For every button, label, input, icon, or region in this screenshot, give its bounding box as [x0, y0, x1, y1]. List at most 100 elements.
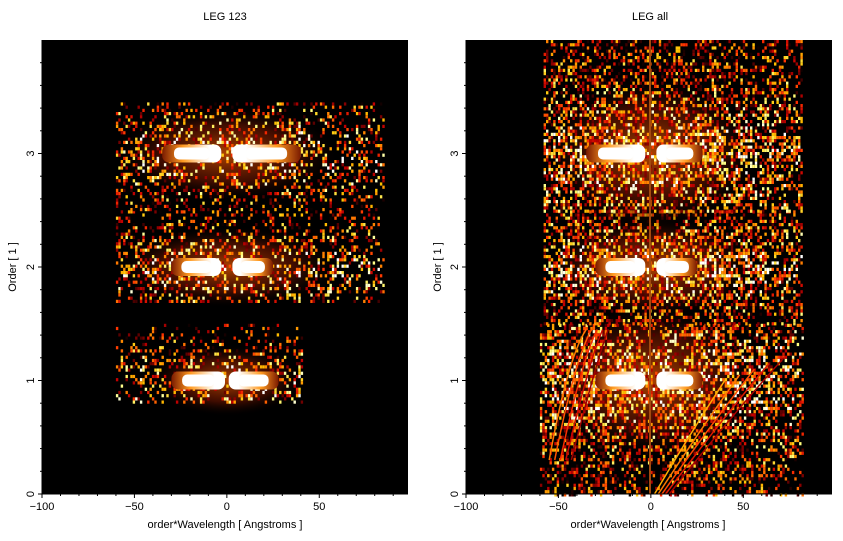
heat-cell — [655, 403, 658, 407]
heat-cell — [631, 442, 634, 446]
heat-cell — [363, 185, 366, 189]
heat-cell — [139, 293, 143, 297]
heat-cell — [115, 248, 119, 252]
heat-cell — [226, 102, 229, 106]
heat-cell — [365, 201, 368, 205]
heat-cell — [611, 406, 615, 411]
heat-cell — [327, 287, 330, 291]
heat-cell — [132, 121, 136, 125]
heat-cell — [787, 438, 790, 443]
heat-cell — [264, 121, 268, 125]
heat-cell — [626, 454, 629, 459]
heat-cell — [173, 248, 176, 252]
heat-cell — [137, 274, 140, 278]
heat-cell — [755, 330, 759, 334]
heat-cell — [748, 413, 752, 417]
heat-cell — [686, 426, 689, 430]
heat-cell — [592, 387, 596, 391]
heat-cell — [683, 362, 687, 366]
heat-cell — [255, 394, 258, 398]
heat-cell — [336, 140, 340, 144]
heat-cell — [604, 355, 608, 359]
heat-cell — [159, 239, 162, 243]
heat-cell — [142, 271, 145, 275]
heat-cell — [120, 349, 124, 353]
heat-cell — [216, 108, 220, 112]
heat-cell — [295, 394, 299, 398]
heat-cell — [707, 394, 711, 398]
heat-cell — [305, 172, 308, 176]
heat-cell — [317, 293, 320, 297]
heat-cell — [271, 235, 275, 239]
heat-cell — [125, 251, 128, 255]
heat-cell — [358, 137, 361, 141]
heat-cell — [638, 435, 641, 439]
heat-cell — [763, 429, 766, 433]
heat-cell — [777, 358, 780, 363]
heat-cell — [288, 223, 292, 227]
heat-cell — [583, 454, 586, 459]
heat-cell — [183, 342, 186, 347]
heat-cell — [568, 422, 572, 427]
heat-cell — [178, 192, 181, 196]
heat-cell — [751, 352, 754, 356]
heat-cell — [211, 339, 215, 343]
heat-cell — [770, 378, 773, 382]
heat-cell — [219, 182, 222, 186]
heat-cell — [250, 201, 253, 205]
heat-cell — [315, 283, 318, 287]
heat-cell — [363, 290, 366, 294]
heat-cell — [353, 153, 356, 157]
heat-cell — [262, 365, 265, 369]
heat-cell — [166, 258, 169, 262]
heat-cell — [667, 365, 670, 369]
heat-cell — [662, 410, 665, 414]
heat-cell — [585, 394, 588, 398]
heat-cell — [276, 264, 280, 268]
heat-cell — [151, 293, 155, 297]
heat-cell — [556, 349, 560, 353]
heat-cell — [197, 287, 200, 291]
heat-cell — [633, 429, 636, 433]
heat-cell — [671, 438, 675, 443]
heat-cell — [281, 223, 284, 227]
heat-cell — [288, 134, 292, 138]
heat-cell — [204, 255, 208, 259]
heat-cell — [123, 121, 126, 125]
heat-cell — [147, 188, 150, 192]
heat-cell — [300, 358, 304, 363]
heat-cell — [578, 445, 581, 449]
heat-cell — [300, 192, 304, 196]
heat-cell — [233, 223, 236, 227]
heat-cell — [307, 185, 311, 189]
heat-cell — [760, 349, 764, 353]
heat-cell — [283, 355, 287, 359]
heat-cell — [252, 128, 256, 132]
heat-cell — [542, 432, 545, 436]
heat-cell — [343, 198, 347, 202]
heat-cell — [595, 390, 598, 395]
heat-cell — [211, 226, 215, 230]
heat-cell — [796, 435, 800, 439]
heat-cell — [590, 355, 593, 359]
heat-cell — [168, 299, 172, 303]
heat-cell — [607, 349, 610, 353]
heat-cell — [149, 381, 152, 385]
heat-cell — [322, 296, 325, 300]
heat-cell — [681, 435, 684, 439]
heat-cell — [283, 245, 287, 249]
heat-cell — [310, 274, 313, 278]
heat-cell — [238, 172, 241, 176]
heat-cell — [710, 371, 713, 375]
heat-cell — [751, 378, 754, 382]
heat-cell — [659, 422, 663, 427]
heat-cell — [763, 365, 766, 369]
heat-cell — [597, 352, 600, 356]
heat-cell — [587, 458, 591, 462]
heat-cell — [705, 355, 708, 359]
heat-cell — [154, 326, 157, 331]
heat-cell — [355, 131, 359, 135]
heat-cell — [794, 374, 797, 379]
heat-cell — [305, 118, 308, 122]
heat-cell — [351, 248, 354, 252]
